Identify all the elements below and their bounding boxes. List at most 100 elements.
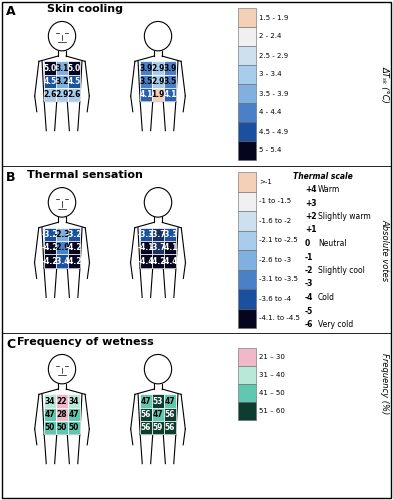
Text: 3.2: 3.2 [55, 77, 69, 86]
Bar [152, 421, 164, 434]
Text: -3.7: -3.7 [150, 230, 166, 239]
Bar [68, 74, 80, 88]
Bar [152, 241, 164, 254]
Bar [68, 408, 80, 421]
Text: -3.1 to -3.5: -3.1 to -3.5 [259, 276, 298, 282]
Bar [238, 308, 256, 328]
Text: -6: -6 [305, 320, 313, 329]
Bar [164, 62, 176, 74]
Text: 2 - 2.4: 2 - 2.4 [259, 34, 281, 40]
Bar [56, 62, 68, 74]
Bar [56, 421, 68, 434]
Text: 50: 50 [45, 423, 55, 432]
Text: -4.2: -4.2 [150, 256, 166, 266]
Bar [164, 74, 176, 88]
Text: -3.3: -3.3 [162, 230, 178, 239]
Bar [44, 394, 56, 407]
Bar [152, 88, 164, 101]
Bar [44, 74, 56, 88]
Text: 0: 0 [305, 239, 310, 248]
Text: 5.0: 5.0 [44, 64, 57, 72]
Text: 3 - 3.4: 3 - 3.4 [259, 72, 282, 78]
Bar [152, 408, 164, 421]
Text: -5: -5 [305, 306, 313, 316]
Text: -3: -3 [305, 280, 313, 288]
Text: 50: 50 [57, 423, 67, 432]
Text: 31 – 40: 31 – 40 [259, 372, 285, 378]
Text: 41 – 50: 41 – 50 [259, 390, 285, 396]
Bar [238, 141, 256, 160]
Bar [152, 394, 164, 407]
Text: 59: 59 [153, 423, 163, 432]
Bar [238, 270, 256, 289]
Text: Slightly warm: Slightly warm [318, 212, 371, 221]
Text: -4.1: -4.1 [138, 244, 154, 252]
Text: 5 - 5.4: 5 - 5.4 [259, 148, 281, 154]
Bar [140, 74, 152, 88]
Text: 1.5 - 1.9: 1.5 - 1.9 [259, 14, 288, 20]
Text: 2.5 - 2.9: 2.5 - 2.9 [259, 52, 288, 59]
Text: 4.5: 4.5 [44, 77, 57, 86]
Bar [238, 211, 256, 231]
Bar [164, 241, 176, 254]
Text: 56: 56 [165, 410, 175, 419]
Text: 47: 47 [141, 396, 151, 406]
Text: 5.0: 5.0 [67, 64, 81, 72]
Text: 47: 47 [69, 410, 79, 419]
Bar [164, 88, 176, 101]
Text: 47: 47 [153, 410, 163, 419]
Bar [238, 250, 256, 270]
Bar [56, 254, 68, 268]
Text: 28: 28 [57, 410, 67, 419]
Text: 56: 56 [141, 410, 151, 419]
Text: Frequency of wetness: Frequency of wetness [17, 337, 153, 347]
Text: -3.2: -3.2 [42, 230, 58, 239]
Bar [152, 74, 164, 88]
Text: -3.7: -3.7 [150, 244, 166, 252]
Bar [238, 65, 256, 84]
Text: 4.5: 4.5 [67, 77, 81, 86]
Text: 50: 50 [69, 423, 79, 432]
Text: -2.3: -2.3 [54, 230, 70, 239]
Bar [238, 8, 256, 27]
Text: Thermal sensation: Thermal sensation [27, 170, 143, 180]
Bar [44, 62, 56, 74]
Text: 3.9: 3.9 [163, 64, 176, 72]
Text: +2: +2 [305, 212, 316, 221]
Text: -4.2: -4.2 [42, 256, 58, 266]
Text: 1.9: 1.9 [151, 90, 165, 99]
Bar [44, 254, 56, 268]
Text: -1: -1 [305, 252, 313, 262]
Text: 56: 56 [165, 423, 175, 432]
Bar [68, 394, 80, 407]
Text: 3.5: 3.5 [140, 77, 153, 86]
Bar [238, 230, 256, 250]
Text: 34: 34 [69, 396, 79, 406]
Bar [68, 254, 80, 268]
Bar [152, 228, 164, 241]
Text: 2.6: 2.6 [43, 90, 57, 99]
Text: 51 – 60: 51 – 60 [259, 408, 285, 414]
Text: -4.2: -4.2 [66, 244, 82, 252]
Bar [44, 241, 56, 254]
Bar [44, 88, 56, 101]
Bar [68, 228, 80, 241]
Bar [56, 394, 68, 407]
Bar [238, 46, 256, 65]
Bar [164, 408, 176, 421]
Text: C: C [6, 338, 15, 351]
Text: -2: -2 [305, 266, 313, 275]
Text: -1.6 to -2: -1.6 to -2 [259, 218, 291, 224]
Text: -2.6 to -3: -2.6 to -3 [259, 257, 291, 263]
Bar [44, 408, 56, 421]
Text: 4 - 4.4: 4 - 4.4 [259, 110, 281, 116]
Text: 4.5 - 4.9: 4.5 - 4.9 [259, 128, 288, 134]
Text: +4: +4 [305, 185, 316, 194]
Bar [238, 84, 256, 103]
Text: -3.4: -3.4 [54, 256, 70, 266]
Bar [56, 408, 68, 421]
Text: Absolute votes: Absolute votes [380, 219, 389, 281]
Text: Frequency (%): Frequency (%) [380, 354, 389, 414]
Text: 2.9: 2.9 [55, 90, 69, 99]
Bar [140, 88, 152, 101]
